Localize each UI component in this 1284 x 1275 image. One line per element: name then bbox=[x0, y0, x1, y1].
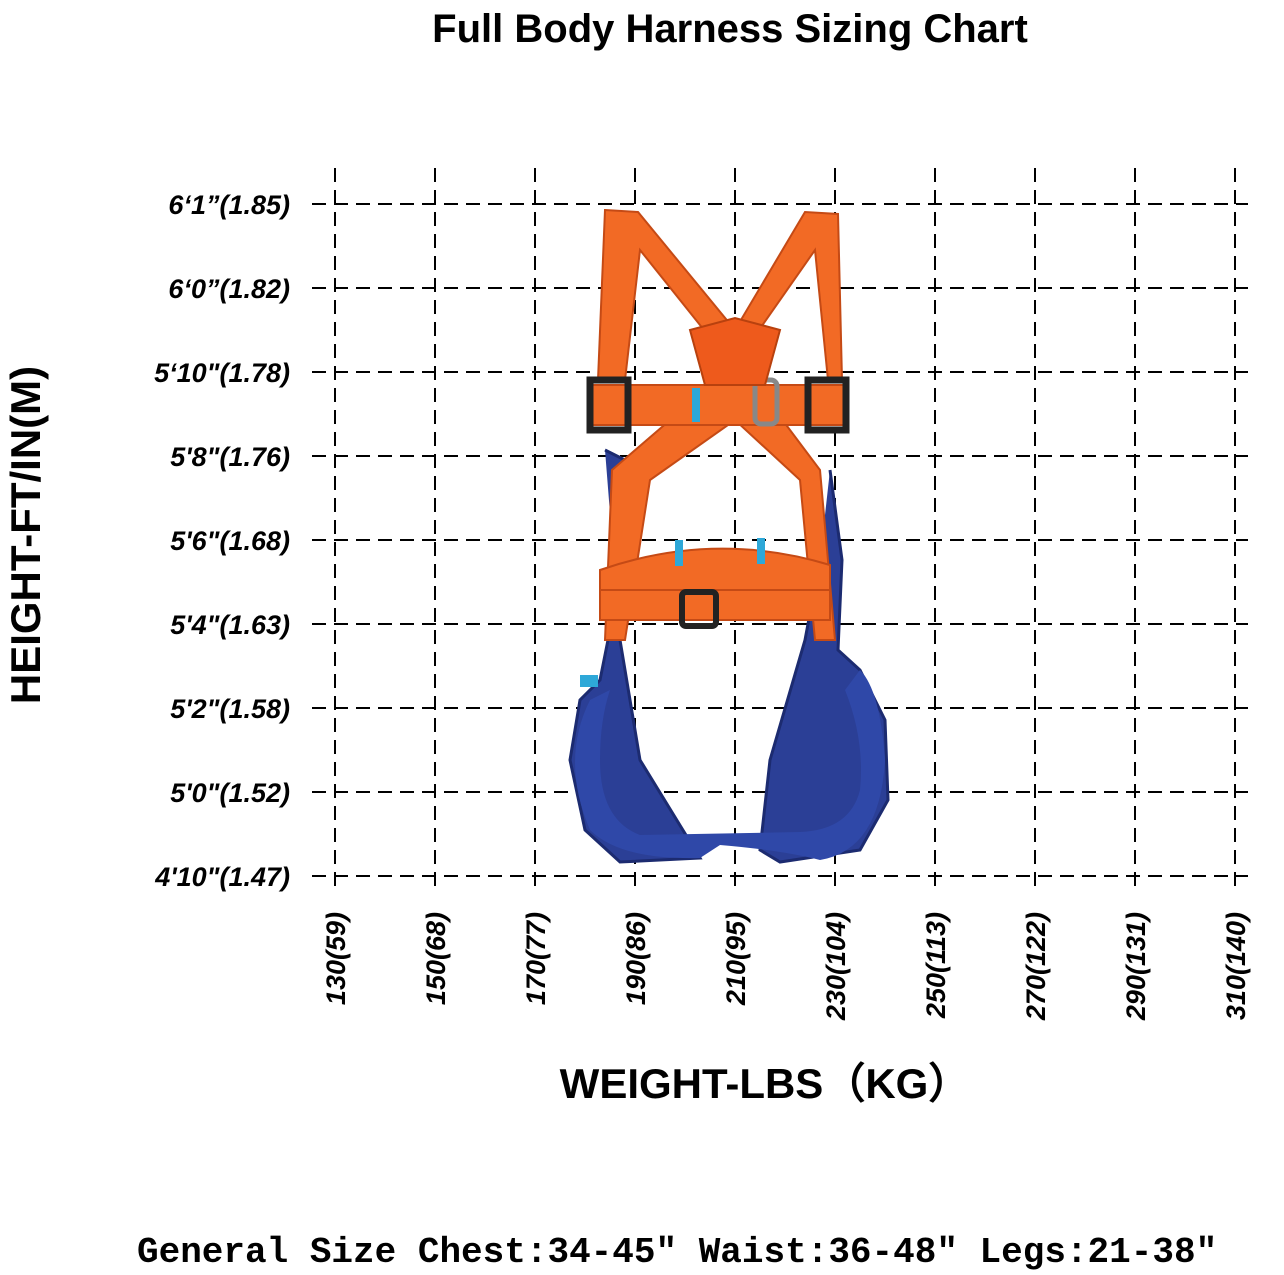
y-tick-label: 5‘10"(1.78) bbox=[154, 358, 290, 388]
x-tick-label: 270(122) bbox=[1021, 912, 1051, 1021]
footer: General Size Chest:34-45" Waist:36-48" L… bbox=[137, 1232, 1217, 1273]
x-tick-label: 290(131) bbox=[1121, 912, 1151, 1021]
x-tick-label: 190(86) bbox=[621, 912, 651, 1005]
x-tick-label: 250(113) bbox=[921, 912, 951, 1019]
harness-image bbox=[568, 208, 890, 864]
y-tick-label: 5'0"(1.52) bbox=[170, 778, 290, 808]
x-tick-label: 130(59) bbox=[321, 912, 351, 1005]
x-tick-label: 310(140) bbox=[1221, 912, 1251, 1020]
x-axis-label: WEIGHT-LBS（KG） bbox=[560, 1060, 971, 1107]
title: Full Body Harness Sizing Chart bbox=[432, 7, 1028, 51]
x-tick-label: 210(95) bbox=[721, 912, 751, 1006]
y-axis-label: HEIGHT-FT/IN(M) bbox=[2, 366, 49, 704]
y-tick-label: 5'6"(1.68) bbox=[170, 526, 290, 556]
x-tick-label: 230(104) bbox=[821, 912, 851, 1021]
y-tick-label: 6‘0”(1.82) bbox=[168, 274, 290, 304]
y-tick-label: 4'10"(1.47) bbox=[154, 862, 290, 892]
y-tick-label: 5'2"(1.58) bbox=[170, 694, 290, 724]
x-tick-label: 170(77) bbox=[521, 912, 551, 1005]
y-tick-label: 6‘1”(1.85) bbox=[168, 190, 290, 220]
x-tick-label: 150(68) bbox=[421, 912, 451, 1005]
y-tick-label: 5'4"(1.63) bbox=[170, 610, 290, 640]
y-tick-label: 5'8"(1.76) bbox=[170, 442, 290, 472]
